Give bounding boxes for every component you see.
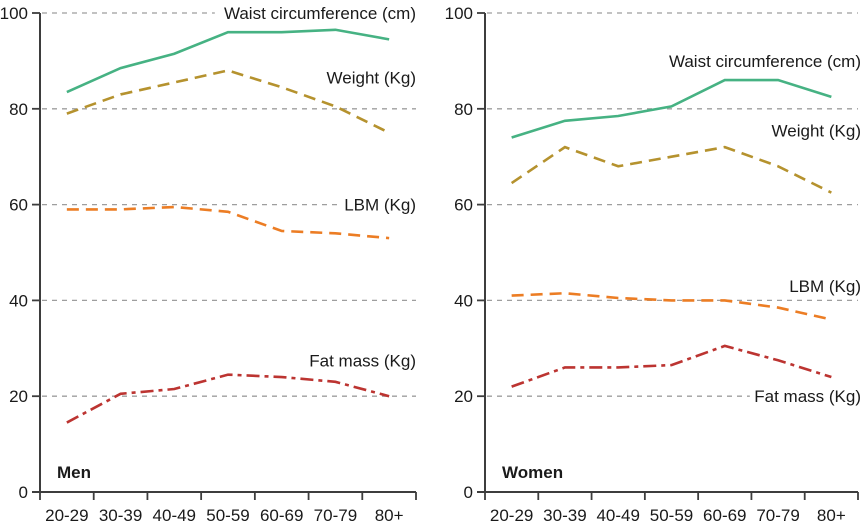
series-line-lbm-kg (511, 291, 832, 321)
x-tick-label-40-49: 40-49 (153, 506, 196, 525)
y-tick-label-0: 0 (464, 483, 473, 502)
series-line-fat-mass-kg (66, 373, 390, 424)
x-tick-label-30-39: 30-39 (543, 506, 586, 525)
y-tick-label-40: 40 (454, 291, 473, 310)
y-tick-label-20: 20 (9, 387, 28, 406)
series-label-lbm-kg: LBM (Kg) (344, 196, 416, 215)
y-tick-label-40: 40 (9, 291, 28, 310)
series-label-weight-kg: Weight (Kg) (772, 121, 861, 140)
x-tick-label-30-39: 30-39 (99, 506, 142, 525)
y-tick-label-100: 100 (0, 4, 28, 23)
y-tick-label-0: 0 (19, 483, 28, 502)
y-tick-label-60: 60 (9, 196, 28, 215)
y-tick-label-80: 80 (454, 100, 473, 119)
x-tick-label-50-59: 50-59 (206, 506, 249, 525)
panel-women: 0 20 40 60 80 100 20-29 30-39 40-49 50-59 60-69 70-… (445, 4, 861, 525)
y-tick-label-100: 100 (445, 4, 473, 23)
series-label-lbm-kg: LBM (Kg) (789, 277, 861, 296)
x-tick-label-40-49: 40-49 (596, 506, 639, 525)
x-tick-label-20-29: 20-29 (45, 506, 88, 525)
x-tick-label-60-69: 60-69 (260, 506, 303, 525)
x-tick-label-70-79: 70-79 (756, 506, 799, 525)
series-line-weight-kg (510, 145, 832, 194)
y-tick-label-20: 20 (454, 387, 473, 406)
panel-title-men: Men (57, 463, 91, 482)
series-label-fat-mass-kg: Fat mass (Kg) (309, 351, 416, 370)
x-tick-label-70-79: 70-79 (314, 506, 357, 525)
series-line-fat-mass-kg (511, 344, 832, 388)
panel-title-women: Women (502, 463, 563, 482)
x-tick-label-50-59: 50-59 (650, 506, 693, 525)
series-label-fat-mass-kg: Fat mass (Kg) (754, 387, 861, 406)
series-line-lbm-kg (66, 205, 390, 240)
y-tick-label-80: 80 (9, 100, 28, 119)
series-label-waist-circumference-cm: Waist circumference (cm) (669, 52, 861, 71)
panel-men: 0 20 40 60 80 100 20-29 30-39 40-49 50-59 60-69 70-… (0, 4, 417, 525)
series-line-waist-circumference-cm (511, 78, 832, 139)
series-line-waist-circumference-cm (66, 28, 390, 94)
series-label-waist-circumference-cm: Waist circumference (cm) (224, 4, 416, 23)
y-tick-label-60: 60 (454, 196, 473, 215)
series-label-weight-kg: Weight (Kg) (327, 69, 416, 88)
x-tick-label-80: 80+ (375, 506, 404, 525)
series-line-weight-kg (66, 69, 390, 134)
x-tick-label-20-29: 20-29 (490, 506, 533, 525)
x-tick-label-80: 80+ (817, 506, 846, 525)
x-tick-label-60-69: 60-69 (703, 506, 746, 525)
